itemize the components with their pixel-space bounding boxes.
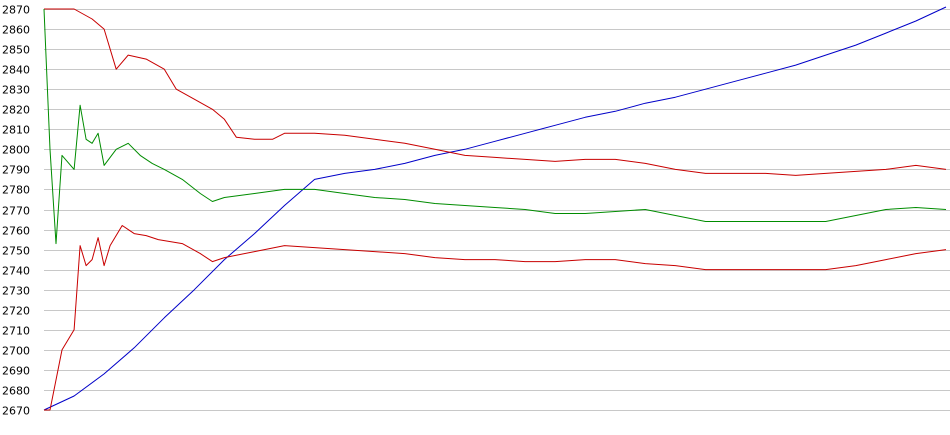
series-line-3 <box>43 8 947 245</box>
series-line-1 <box>43 6 947 411</box>
y-tick-label: 2800 <box>2 144 30 157</box>
series-lines <box>43 6 947 411</box>
y-tick-label: 2700 <box>2 345 30 358</box>
y-tick-label: 2690 <box>2 365 30 378</box>
y-tick-label: 2740 <box>2 265 30 278</box>
y-tick-label: 2710 <box>2 325 30 338</box>
y-tick-label: 2860 <box>2 24 30 37</box>
y-tick-label: 2770 <box>2 205 30 218</box>
y-tick-label: 2780 <box>2 184 30 197</box>
series-line-4 <box>44 225 947 411</box>
y-tick-label: 2760 <box>2 225 30 238</box>
y-tick-label: 2790 <box>2 164 30 177</box>
y-tick-label: 2670 <box>2 405 30 418</box>
y-tick-label: 2680 <box>2 385 30 398</box>
y-tick-label: 2870 <box>2 4 30 17</box>
y-tick-label: 2830 <box>2 84 30 97</box>
y-tick-label: 2720 <box>2 305 30 318</box>
y-tick-label: 2730 <box>2 285 30 298</box>
y-tick-label: 2750 <box>2 245 30 258</box>
grid-lines <box>44 9 950 411</box>
y-tick-label: 2810 <box>2 124 30 137</box>
y-tick-label: 2840 <box>2 64 30 77</box>
y-tick-label: 2850 <box>2 44 30 57</box>
y-tick-label: 2820 <box>2 104 30 117</box>
series-line-2 <box>44 8 947 176</box>
y-axis-tick-labels: 2870 2860 2850 2840 2830 2820 2810 2800 2790 2780… <box>2 4 30 418</box>
